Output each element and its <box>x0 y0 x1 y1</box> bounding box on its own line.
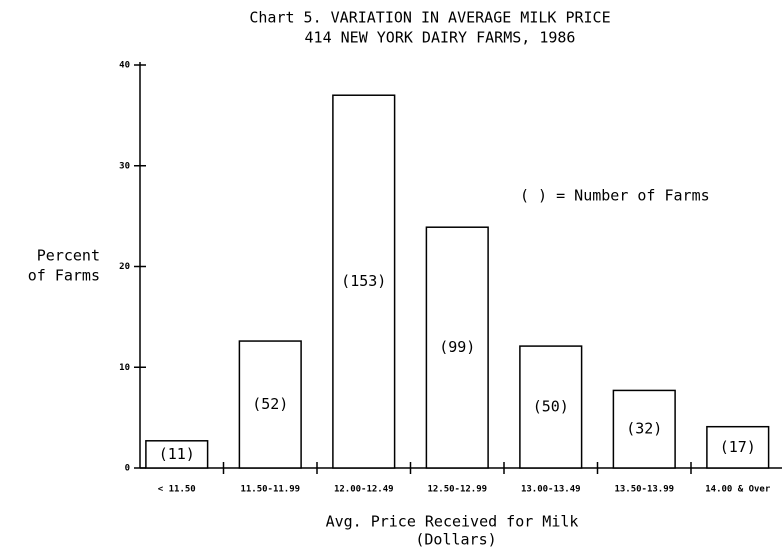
bar-label: (99) <box>439 338 475 356</box>
x-tick-label: 12.00-12.49 <box>334 485 394 495</box>
y-tick-label: 40 <box>119 61 130 71</box>
bar <box>706 425 770 469</box>
bar-label: (50) <box>533 398 569 416</box>
x-tick-label: 14.00 & Over <box>705 485 771 495</box>
bar-label: (52) <box>252 395 288 413</box>
bar <box>425 226 489 469</box>
y-tick-label: 30 <box>119 161 130 171</box>
bar <box>612 389 676 469</box>
y-tick-label: 0 <box>125 464 130 474</box>
bar-label: (17) <box>720 438 756 456</box>
x-tick-label: 12.50-12.99 <box>427 485 487 495</box>
y-tick-label: 10 <box>119 363 130 373</box>
chart-subtitle: 414 NEW YORK DAIRY FARMS, 1986 <box>305 29 576 47</box>
x-tick-label: < 11.50 <box>158 485 196 495</box>
y-axis-label: Percent <box>37 247 100 265</box>
x-axis-label: (Dollars) <box>415 531 496 549</box>
y-tick-label: 20 <box>119 262 130 272</box>
bar <box>145 440 209 469</box>
x-tick-label: 11.50-11.99 <box>240 485 300 495</box>
annotation: ( ) = Number of Farms <box>520 187 710 205</box>
x-axis-label: Avg. Price Received for Milk <box>326 513 579 531</box>
x-tick-label: 13.00-13.49 <box>521 485 581 495</box>
bar-label: (11) <box>159 445 195 463</box>
y-axis-label: of Farms <box>28 267 100 285</box>
bar-label: (153) <box>341 272 386 290</box>
bar <box>238 340 302 469</box>
bar-label: (32) <box>626 420 662 438</box>
chart-title: Chart 5. VARIATION IN AVERAGE MILK PRICE <box>249 9 610 27</box>
bar <box>519 345 583 469</box>
x-tick-label: 13.50-13.99 <box>614 485 674 495</box>
bar <box>332 94 396 469</box>
